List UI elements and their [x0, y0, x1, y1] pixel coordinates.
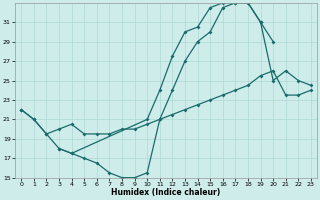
X-axis label: Humidex (Indice chaleur): Humidex (Indice chaleur)	[111, 188, 221, 197]
